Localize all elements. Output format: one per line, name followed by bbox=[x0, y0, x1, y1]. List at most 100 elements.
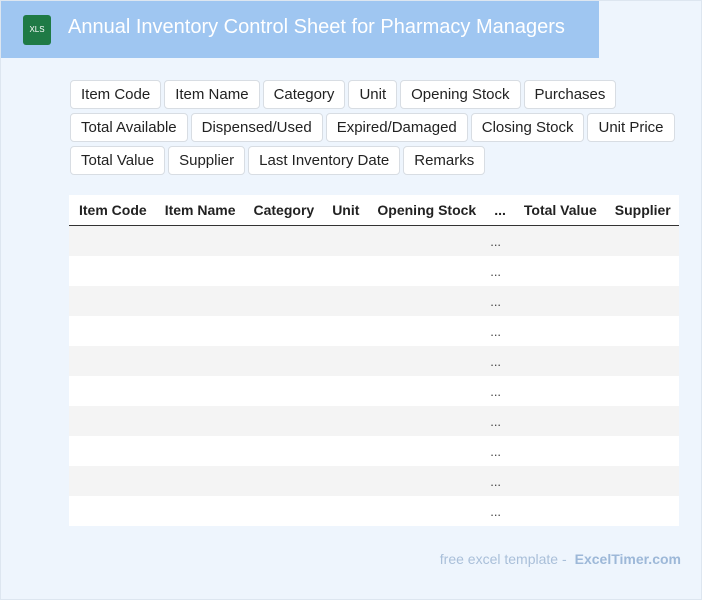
table-cell bbox=[154, 316, 244, 346]
table-cell bbox=[322, 376, 368, 406]
table-cell: ... bbox=[484, 466, 514, 496]
table-cell: ... bbox=[484, 346, 514, 376]
brand-link[interactable]: ExcelTimer.com bbox=[574, 551, 681, 567]
field-tag: Item Name bbox=[164, 80, 260, 109]
table-cell bbox=[154, 286, 244, 316]
table-cell bbox=[243, 466, 323, 496]
table-cell bbox=[69, 496, 155, 526]
field-tag: Unit Price bbox=[587, 113, 675, 142]
table: Item Code Item Name Category Unit Opening St… bbox=[69, 195, 679, 526]
table-cell bbox=[243, 316, 323, 346]
table-cell bbox=[604, 466, 679, 496]
table-cell: ... bbox=[484, 406, 514, 436]
table-cell bbox=[243, 376, 323, 406]
table-cell bbox=[513, 496, 605, 526]
table-cell bbox=[513, 286, 605, 316]
table-row: ... bbox=[69, 225, 679, 256]
table-cell bbox=[513, 256, 605, 286]
title: Annual Inventory Control Sheet for Pharm… bbox=[68, 16, 565, 38]
column-header: Category bbox=[243, 195, 323, 226]
table-cell bbox=[367, 286, 485, 316]
field-tag: Category bbox=[262, 80, 346, 109]
table-cell bbox=[367, 466, 485, 496]
table-cell bbox=[322, 286, 368, 316]
table-cell bbox=[322, 466, 368, 496]
header: XLS Annual Inventory Control Sheet for P… bbox=[1, 1, 599, 58]
tag-list: Item Code Item Name Category Unit Opening St… bbox=[70, 80, 680, 175]
table-cell bbox=[367, 316, 485, 346]
table-container: Item Code Item Name Category Unit Opening St… bbox=[69, 195, 679, 526]
table-row: ... bbox=[69, 316, 679, 346]
table-cell bbox=[154, 466, 244, 496]
table-cell bbox=[604, 496, 679, 526]
table-cell bbox=[367, 376, 485, 406]
table-cell: ... bbox=[484, 376, 514, 406]
table-cell bbox=[243, 346, 323, 376]
table-cell bbox=[604, 316, 679, 346]
table-cell bbox=[69, 466, 155, 496]
field-tag: Remarks bbox=[403, 146, 486, 175]
table-cell bbox=[513, 316, 605, 346]
table-cell bbox=[367, 225, 485, 256]
column-header: Item Code bbox=[69, 195, 155, 226]
table-cell bbox=[604, 286, 679, 316]
table-cell bbox=[154, 225, 244, 256]
table-cell bbox=[604, 436, 679, 466]
field-tag: Item Code bbox=[70, 80, 162, 109]
field-tag: Last Inventory Date bbox=[248, 146, 401, 175]
field-tag: Closing Stock bbox=[470, 113, 585, 142]
file-icon: XLS bbox=[23, 15, 51, 45]
field-tag: Supplier bbox=[168, 146, 246, 175]
table-cell bbox=[69, 406, 155, 436]
table-cell bbox=[604, 406, 679, 436]
column-header: Unit bbox=[322, 195, 368, 226]
field-tag: Dispensed/Used bbox=[190, 113, 323, 142]
table-cell bbox=[69, 286, 155, 316]
field-tag: Opening Stock bbox=[400, 80, 521, 109]
table-cell bbox=[154, 256, 244, 286]
field-tag: Unit bbox=[348, 80, 398, 109]
footer: free excel template - ExcelTimer.com bbox=[440, 551, 681, 567]
table-cell bbox=[322, 496, 368, 526]
table-cell bbox=[69, 225, 155, 256]
table-row: ... bbox=[69, 286, 679, 316]
table-cell bbox=[367, 436, 485, 466]
table-row: ... bbox=[69, 376, 679, 406]
table-cell bbox=[154, 406, 244, 436]
table-cell bbox=[69, 346, 155, 376]
table-cell bbox=[243, 406, 323, 436]
table-cell: ... bbox=[484, 496, 514, 526]
table-cell bbox=[243, 436, 323, 466]
table-cell bbox=[513, 466, 605, 496]
table-row: ... bbox=[69, 406, 679, 436]
field-tag: Total Value bbox=[70, 146, 166, 175]
column-header: Opening Stock bbox=[367, 195, 485, 226]
table-cell bbox=[604, 225, 679, 256]
table-cell bbox=[243, 256, 323, 286]
table-cell bbox=[322, 316, 368, 346]
header-row: Item Code Item Name Category Unit Opening St… bbox=[69, 195, 679, 226]
field-tag: Total Available bbox=[70, 113, 188, 142]
table-cell bbox=[513, 346, 605, 376]
table-cell bbox=[243, 496, 323, 526]
table-cell: ... bbox=[484, 316, 514, 346]
table-cell: ... bbox=[484, 256, 514, 286]
table-cell bbox=[367, 256, 485, 286]
table-row: ... bbox=[69, 346, 679, 376]
table-cell: ... bbox=[484, 225, 514, 256]
column-header: Total Value bbox=[513, 195, 605, 226]
footer-text: free excel template - bbox=[439, 551, 567, 567]
table-cell bbox=[367, 346, 485, 376]
table-row: ... bbox=[69, 256, 679, 286]
column-header: ... bbox=[484, 195, 514, 226]
table-cell bbox=[69, 256, 155, 286]
table-cell bbox=[243, 225, 323, 256]
table-cell bbox=[154, 436, 244, 466]
table-cell bbox=[69, 436, 155, 466]
table-cell bbox=[69, 376, 155, 406]
table-row: ... bbox=[69, 496, 679, 526]
table-cell: ... bbox=[484, 436, 514, 466]
table-cell bbox=[243, 286, 323, 316]
table-cell bbox=[513, 406, 605, 436]
